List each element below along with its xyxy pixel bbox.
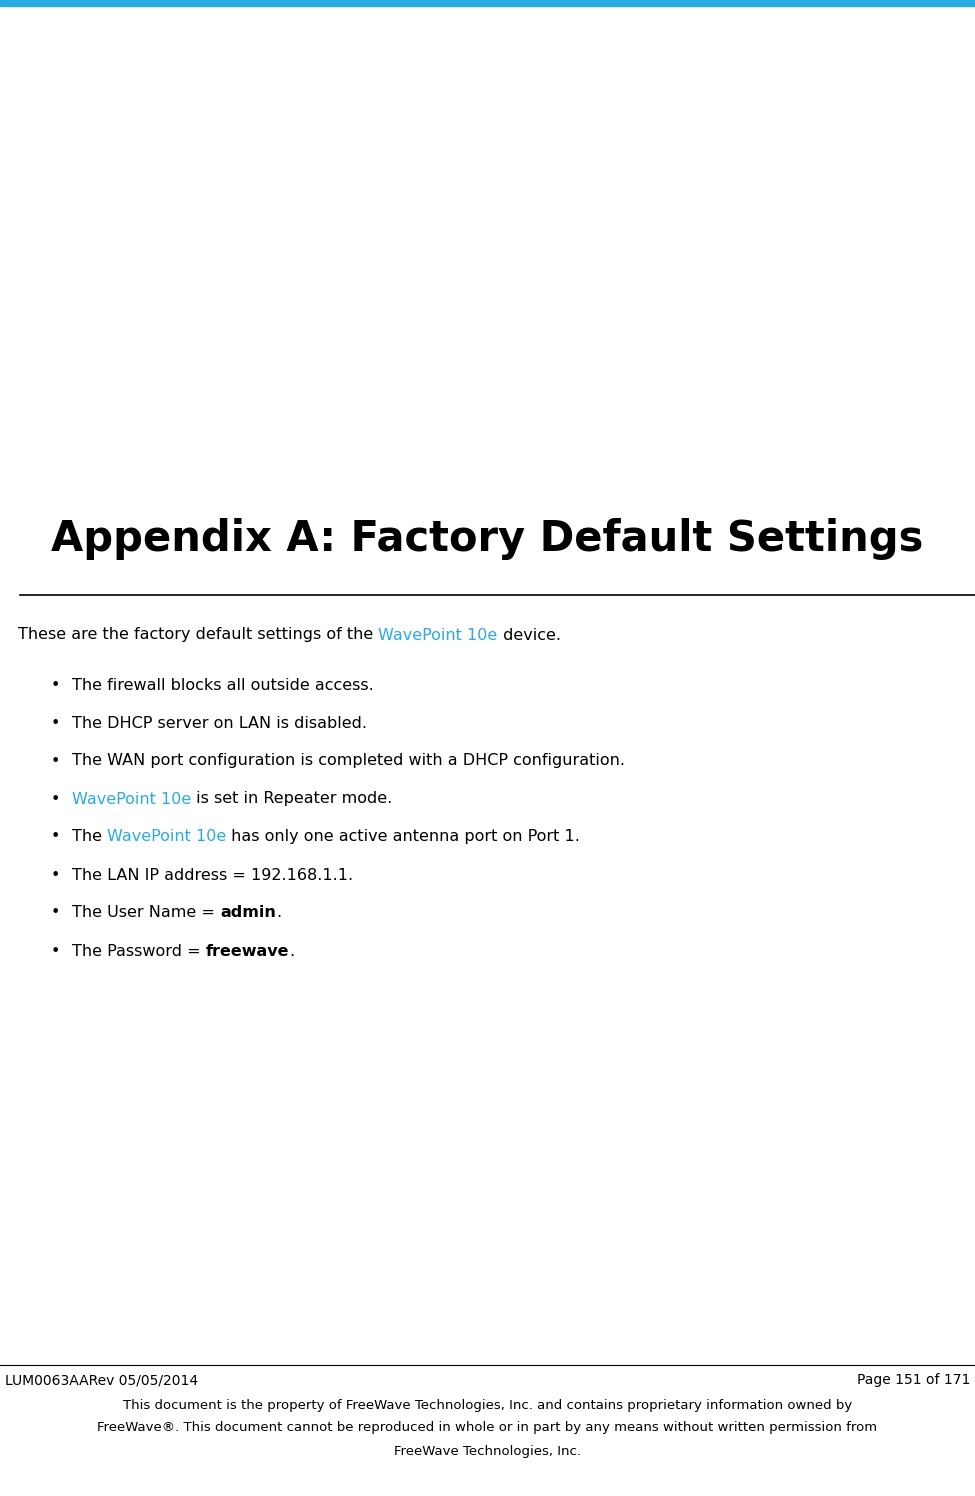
Text: Page 151 of 171: Page 151 of 171 [857, 1373, 970, 1387]
Text: The User Name =: The User Name = [72, 905, 220, 920]
Text: .: . [290, 944, 294, 959]
Text: •: • [51, 905, 59, 920]
Text: •: • [51, 678, 59, 693]
Text: •: • [51, 868, 59, 883]
Text: is set in Repeater mode.: is set in Repeater mode. [191, 791, 393, 806]
Text: FreeWave Technologies, Inc.: FreeWave Technologies, Inc. [394, 1445, 581, 1457]
Text: The WAN port configuration is completed with a DHCP configuration.: The WAN port configuration is completed … [72, 754, 625, 769]
Text: The DHCP server on LAN is disabled.: The DHCP server on LAN is disabled. [72, 715, 367, 730]
Text: The: The [72, 829, 107, 845]
Text: freewave: freewave [206, 944, 290, 959]
Text: LUM0063AARev 05/05/2014: LUM0063AARev 05/05/2014 [5, 1373, 198, 1387]
Text: •: • [51, 829, 59, 845]
Text: .: . [276, 905, 281, 920]
Text: The LAN IP address = 192.168.1.1.: The LAN IP address = 192.168.1.1. [72, 868, 353, 883]
Text: WavePoint 10e: WavePoint 10e [72, 791, 191, 806]
Text: WavePoint 10e: WavePoint 10e [107, 829, 226, 845]
Text: These are the factory default settings of the: These are the factory default settings o… [18, 627, 378, 642]
Text: This document is the property of FreeWave Technologies, Inc. and contains propri: This document is the property of FreeWav… [123, 1399, 852, 1412]
Text: Appendix A: Factory Default Settings: Appendix A: Factory Default Settings [52, 518, 923, 560]
Bar [0, 0, 975, 6]
Text: The Password =: The Password = [72, 944, 206, 959]
Text: admin: admin [220, 905, 276, 920]
Text: •: • [51, 715, 59, 730]
Text: has only one active antenna port on Port 1.: has only one active antenna port on Port… [226, 829, 580, 845]
Text: WavePoint 10e: WavePoint 10e [378, 627, 497, 642]
Text: •: • [51, 754, 59, 769]
Text: •: • [51, 791, 59, 806]
Text: The firewall blocks all outside access.: The firewall blocks all outside access. [72, 678, 373, 693]
Text: device.: device. [497, 627, 561, 642]
Text: •: • [51, 944, 59, 959]
Text: FreeWave®. This document cannot be reproduced in whole or in part by any means w: FreeWave®. This document cannot be repro… [98, 1421, 878, 1435]
